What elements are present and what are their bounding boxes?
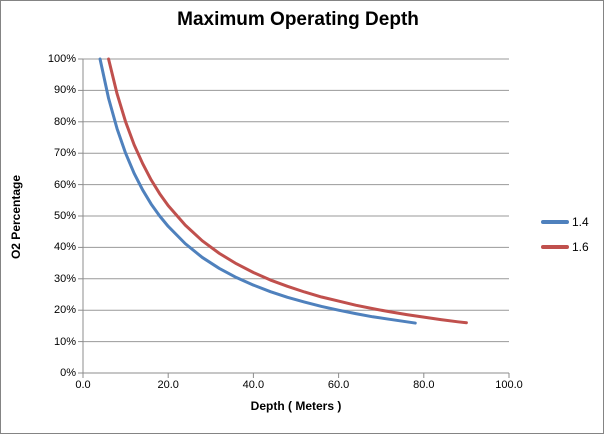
legend: 1.4 1.6 bbox=[541, 213, 589, 263]
y-tick-label-80%: 80% bbox=[53, 115, 76, 128]
y-tick-label-20%: 20% bbox=[53, 304, 76, 317]
y-tick-label-0%: 0% bbox=[60, 367, 76, 379]
y-tick-label-100%: 100% bbox=[47, 53, 76, 65]
legend-label-1.4: 1.4 bbox=[572, 215, 589, 229]
y-tick-label-70%: 70% bbox=[53, 147, 76, 160]
x-tick-label-60.0: 60.0 bbox=[327, 379, 350, 391]
y-tick-label-60%: 60% bbox=[53, 178, 76, 191]
legend-line-swatch-1.4 bbox=[541, 220, 569, 224]
y-tick-label-90%: 90% bbox=[53, 84, 76, 97]
y-tick-label-40%: 40% bbox=[53, 241, 76, 254]
y-axis-title: O2 Percentage bbox=[9, 174, 23, 260]
x-tick-label-0.0: 0.0 bbox=[75, 379, 91, 391]
x-axis-title: Depth ( Meters ) bbox=[250, 399, 342, 413]
legend-label-1.6: 1.6 bbox=[572, 240, 589, 254]
x-tick-label-80.0: 80.0 bbox=[413, 379, 435, 391]
y-tick-label-50%: 50% bbox=[53, 210, 76, 222]
x-tick-label-20.0: 20.0 bbox=[157, 379, 179, 391]
chart-title: Maximum Operating Depth bbox=[177, 9, 419, 30]
y-tick-label-30%: 30% bbox=[53, 272, 76, 285]
x-tick-label-100.0: 100.0 bbox=[495, 379, 523, 391]
series-line-1.4 bbox=[98, 57, 417, 325]
legend-item-1.4: 1.4 bbox=[541, 213, 589, 231]
legend-item-1.6: 1.6 bbox=[541, 238, 589, 256]
legend-line-swatch-1.6 bbox=[541, 245, 569, 249]
y-tick-label-10%: 10% bbox=[53, 335, 76, 348]
x-tick-label-40.0: 40.0 bbox=[242, 379, 265, 391]
series-line-1.6 bbox=[107, 57, 468, 325]
